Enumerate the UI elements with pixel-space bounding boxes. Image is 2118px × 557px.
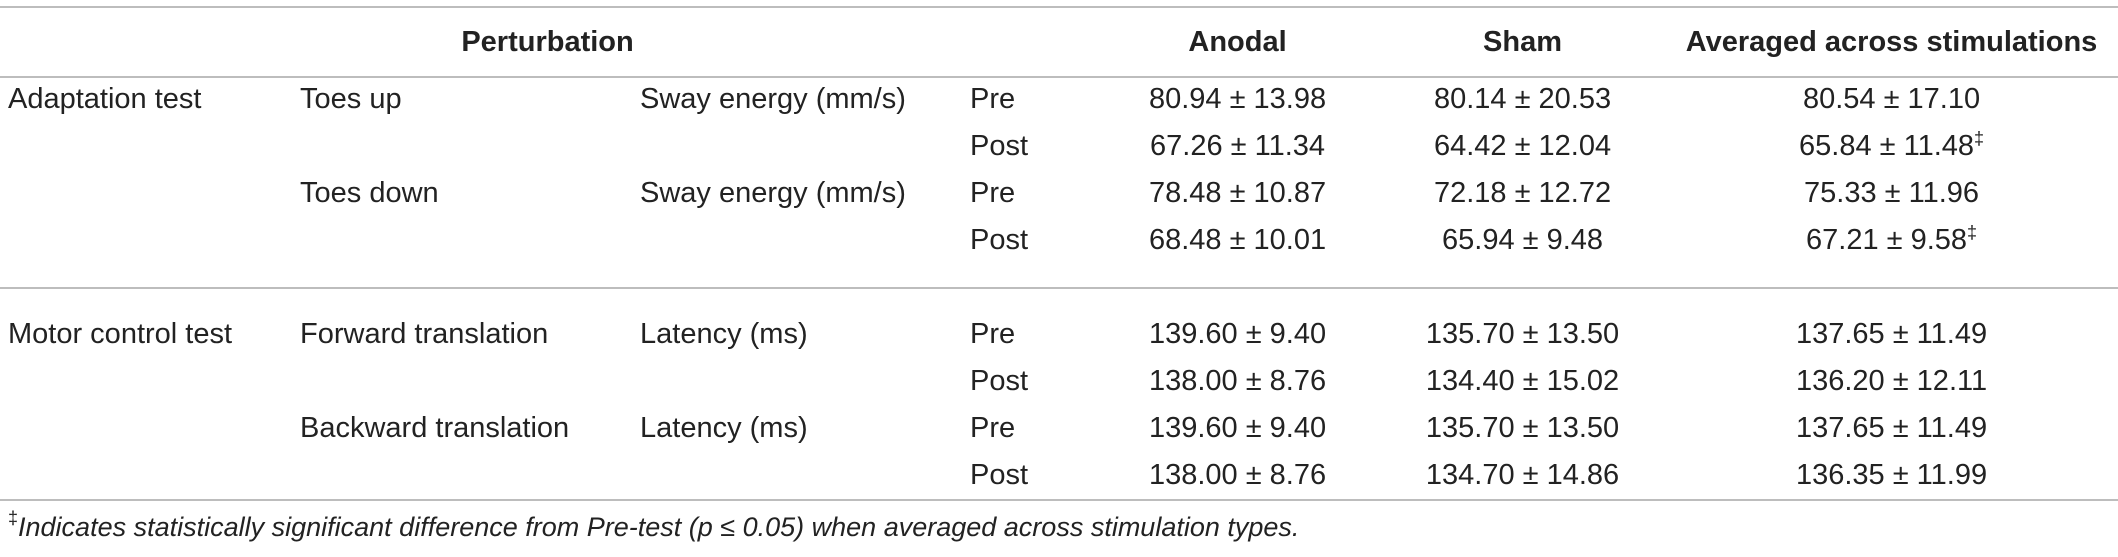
cell-measure: Sway energy (mm/s): [640, 83, 906, 115]
cell-sham: 64.42 ± 12.04: [1433, 130, 1612, 162]
cell-perturbation: Forward translation: [300, 318, 549, 350]
cell-averaged: 75.33 ± 11.96: [1665, 170, 2118, 217]
cell-averaged: 137.65 ± 11.49: [1665, 405, 2118, 452]
averaged-value: 67.21 ± 9.58: [1806, 224, 1968, 256]
table-footnote: ‡Indicates statistically significant dif…: [8, 508, 1300, 543]
averaged-value: 136.35 ± 11.99: [1795, 459, 1988, 491]
cell-anodal: 80.94 ± 13.98: [1148, 83, 1327, 115]
cell-time: Post: [970, 130, 1029, 162]
cell-anodal: 139.60 ± 9.40: [1148, 412, 1327, 444]
header-averaged: Averaged across stimulations: [1685, 25, 2098, 58]
cell-anodal: 139.60 ± 9.40: [1148, 318, 1327, 350]
table-row: Backward translation Latency (ms) Pre 13…: [0, 405, 2118, 452]
cell-time: Pre: [970, 318, 1016, 350]
cell-time: Pre: [970, 412, 1016, 444]
cell-measure: Latency (ms): [640, 318, 808, 350]
cell-measure: [640, 358, 970, 405]
footnote-symbol: ‡: [8, 508, 19, 528]
cell-test: [0, 358, 300, 405]
cell-perturbation: [300, 358, 640, 405]
significance-mark: ‡: [1974, 128, 1985, 149]
cell-test: [0, 452, 300, 499]
cell-measure: Latency (ms): [640, 412, 808, 444]
cell-perturbation: Backward translation: [300, 412, 570, 444]
cell-test: [0, 123, 300, 170]
header-rule: [0, 76, 2118, 78]
cell-sham: 80.14 ± 20.53: [1433, 83, 1612, 115]
averaged-value: 80.54 ± 17.10: [1802, 83, 1981, 115]
cell-time: Post: [970, 365, 1029, 397]
header-row: Perturbation Anodal Sham Averaged across…: [0, 8, 2118, 76]
averaged-value: 136.20 ± 12.11: [1795, 365, 1988, 397]
cell-averaged: 136.20 ± 12.11: [1665, 358, 2118, 405]
cell-test: Adaptation test: [8, 83, 202, 115]
cell-test: [0, 405, 300, 452]
header-perturbation: Perturbation: [461, 25, 634, 58]
table-row: Motor control test Forward translation L…: [0, 311, 2118, 358]
cell-perturbation: Toes up: [300, 83, 402, 115]
cell-sham: 65.94 ± 9.48: [1442, 224, 1604, 256]
table-row: Toes down Sway energy (mm/s) Pre 78.48 ±…: [0, 170, 2118, 217]
cell-time: Pre: [970, 177, 1016, 209]
results-table: Perturbation Anodal Sham Averaged across…: [0, 8, 2118, 499]
section-spacer: [0, 264, 2118, 311]
cell-test: [0, 170, 300, 217]
cell-averaged: 65.84 ± 11.48‡: [1665, 123, 2118, 170]
cell-averaged: 67.21 ± 9.58‡: [1665, 217, 2118, 264]
cell-anodal: 138.00 ± 8.76: [1148, 459, 1327, 491]
cell-perturbation: [300, 452, 640, 499]
cell-time: Post: [970, 224, 1029, 256]
cell-perturbation: [300, 123, 640, 170]
table-row: Post 68.48 ± 10.01 65.94 ± 9.48 67.21 ± …: [0, 217, 2118, 264]
cell-measure: [640, 123, 970, 170]
averaged-value: 65.84 ± 11.48: [1799, 130, 1975, 162]
cell-test: [0, 217, 300, 264]
table-row: Post 138.00 ± 8.76 134.70 ± 14.86 136.35…: [0, 452, 2118, 499]
table-row: Post 67.26 ± 11.34 64.42 ± 12.04 65.84 ±…: [0, 123, 2118, 170]
cell-averaged: 80.54 ± 17.10: [1665, 76, 2118, 123]
cell-test: Motor control test: [8, 318, 233, 350]
bottom-rule: [0, 499, 2118, 501]
cell-anodal: 68.48 ± 10.01: [1148, 224, 1327, 256]
cell-sham: 134.70 ± 14.86: [1425, 459, 1620, 491]
cell-perturbation: Toes down: [300, 177, 439, 209]
cell-averaged: 136.35 ± 11.99: [1665, 452, 2118, 499]
table-row: Post 138.00 ± 8.76 134.40 ± 15.02 136.20…: [0, 358, 2118, 405]
section-rule: [0, 287, 2118, 289]
cell-sham: 134.40 ± 15.02: [1425, 365, 1620, 397]
cell-perturbation: [300, 217, 640, 264]
top-rule: [0, 6, 2118, 8]
cell-anodal: 78.48 ± 10.87: [1148, 177, 1327, 209]
averaged-value: 137.65 ± 11.49: [1795, 318, 1988, 350]
footnote-text: Indicates statistically significant diff…: [18, 512, 1300, 542]
cell-sham: 135.70 ± 13.50: [1425, 318, 1620, 350]
cell-sham: 135.70 ± 13.50: [1425, 412, 1620, 444]
significance-mark: ‡: [1967, 222, 1978, 243]
table-row: Adaptation test Toes up Sway energy (mm/…: [0, 76, 2118, 123]
averaged-value: 75.33 ± 11.96: [1804, 177, 1980, 209]
header-anodal: Anodal: [1188, 25, 1287, 58]
cell-measure: Sway energy (mm/s): [640, 177, 906, 209]
header-sham: Sham: [1483, 25, 1563, 58]
cell-anodal: 138.00 ± 8.76: [1148, 365, 1327, 397]
cell-measure: [640, 452, 970, 499]
cell-time: Post: [970, 459, 1029, 491]
cell-measure: [640, 217, 970, 264]
cell-time: Pre: [970, 83, 1016, 115]
averaged-value: 137.65 ± 11.49: [1795, 412, 1988, 444]
cell-averaged: 137.65 ± 11.49: [1665, 311, 2118, 358]
cell-anodal: 67.26 ± 11.34: [1150, 130, 1326, 162]
cell-sham: 72.18 ± 12.72: [1433, 177, 1612, 209]
